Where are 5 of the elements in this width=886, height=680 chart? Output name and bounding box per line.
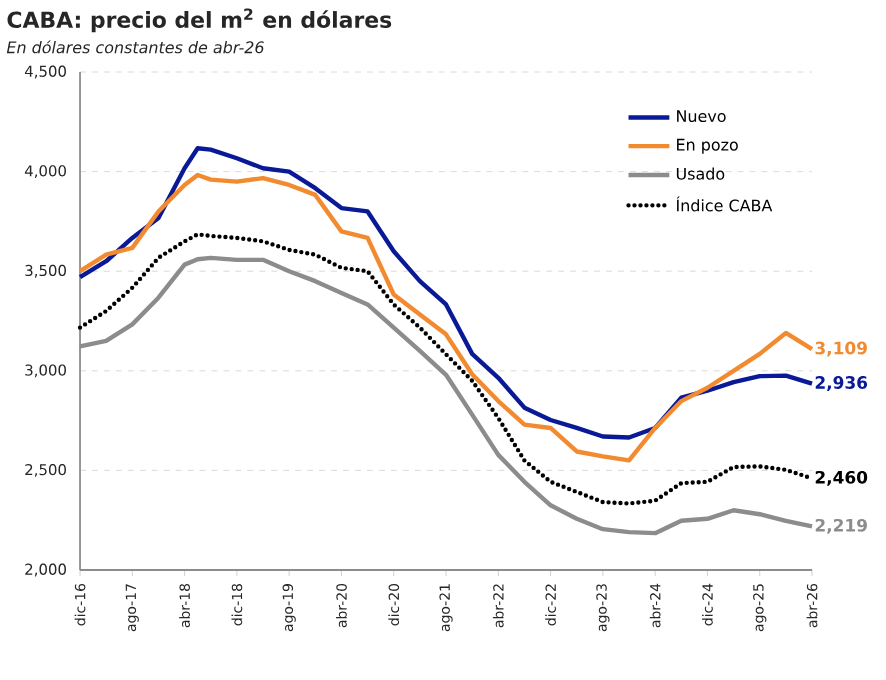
data-label: 2,219 xyxy=(815,518,867,534)
chart-title: CABA: precio del m$^{2}$ en dólares xyxy=(7,8,392,33)
data-label: 2,936 xyxy=(815,376,868,392)
data-label: 3,109 xyxy=(815,341,867,357)
data-label: 2,460 xyxy=(815,470,868,486)
